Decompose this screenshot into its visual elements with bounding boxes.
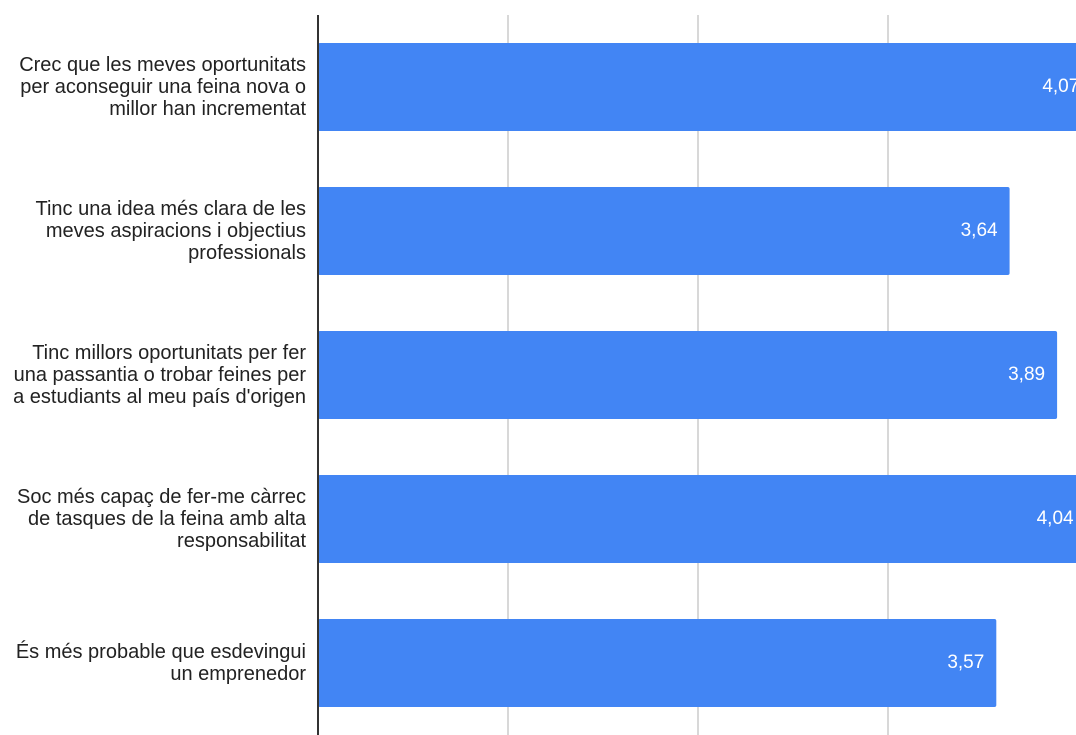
bar: [318, 475, 1076, 563]
bar: [318, 619, 997, 707]
value-label: 3,57: [947, 652, 984, 673]
category-label: És més probable que esdevingui un empren…: [15, 641, 306, 685]
category-label: Crec que les meves oportunitats per acon…: [19, 54, 306, 120]
value-label: 4,04: [1037, 508, 1074, 529]
category-label: Tinc millors oportunitats per fer una pa…: [13, 342, 306, 408]
bar: [318, 187, 1010, 275]
category-label: Tinc una idea més clara de les meves asp…: [35, 198, 306, 264]
value-label: 3,64: [961, 220, 998, 241]
bar: [318, 331, 1058, 419]
value-label: 3,89: [1008, 364, 1045, 385]
bar: [318, 43, 1076, 131]
value-label: 4,07: [1042, 76, 1076, 97]
category-label: Soc més capaç de fer-me càrrec de tasque…: [17, 486, 306, 552]
